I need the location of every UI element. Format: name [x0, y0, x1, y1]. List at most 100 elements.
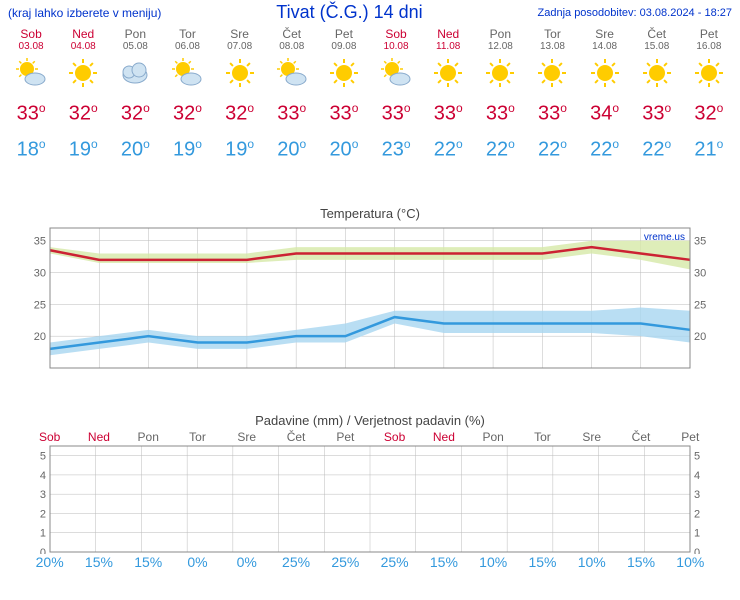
- precip-day-label: Čet: [271, 430, 320, 444]
- day-name: Tor: [161, 27, 213, 41]
- svg-text:25: 25: [34, 300, 46, 312]
- weather-icon: [474, 53, 526, 93]
- precip-day-label: Sre: [567, 430, 616, 444]
- weather-icon: [161, 53, 213, 93]
- svg-text:4: 4: [694, 470, 700, 482]
- day-name: Čet: [266, 27, 318, 41]
- precip-percent: 25%: [321, 554, 370, 570]
- weather-icon: [5, 53, 57, 93]
- weather-icon: [683, 53, 735, 93]
- temp-high: 32o: [109, 93, 161, 129]
- day-name: Ned: [422, 27, 474, 41]
- day-date: 11.08: [422, 41, 474, 53]
- precip-percent: 10%: [469, 554, 518, 570]
- svg-text:35: 35: [694, 236, 706, 248]
- precip-chart-title: Padavine (mm) / Verjetnost padavin (%): [0, 413, 740, 428]
- weather-icon: [57, 53, 109, 93]
- day-date: 13.08: [526, 41, 578, 53]
- weather-icon: [266, 53, 318, 93]
- temp-high: 32o: [214, 93, 266, 129]
- precip-percent: 10%: [567, 554, 616, 570]
- precip-day-label: Sre: [222, 430, 271, 444]
- day-name: Pet: [683, 27, 735, 41]
- day-date: 14.08: [579, 41, 631, 53]
- weather-icon: [109, 53, 161, 93]
- precip-percent: 15%: [518, 554, 567, 570]
- header: (kraj lahko izberete v meniju) Tivat (Č.…: [0, 0, 740, 25]
- svg-text:2: 2: [40, 509, 46, 521]
- temp-low: 22o: [474, 129, 526, 165]
- weather-icon: [526, 53, 578, 93]
- precip-day-label: Pet: [666, 430, 715, 444]
- precip-percent: 15%: [419, 554, 468, 570]
- day-name: Pon: [474, 27, 526, 41]
- temp-low: 23o: [370, 129, 422, 165]
- day-col: Čet15.0833o22o: [631, 25, 683, 166]
- precip-percent: 0%: [222, 554, 271, 570]
- weather-icon: [318, 53, 370, 93]
- precip-day-label: Ned: [74, 430, 123, 444]
- day-date: 05.08: [109, 41, 161, 53]
- svg-text:3: 3: [40, 489, 46, 501]
- day-date: 10.08: [370, 41, 422, 53]
- svg-text:5: 5: [40, 451, 46, 463]
- day-col: Sre07.0832o19o: [214, 25, 266, 166]
- svg-text:20: 20: [34, 331, 46, 343]
- day-col: Sob10.0833o23o: [370, 25, 422, 166]
- temp-low: 19o: [57, 129, 109, 165]
- forecast-table: Sob03.0833o18oNed04.0832o19oPon05.0832o2…: [0, 25, 740, 166]
- day-col: Tor06.0832o19o: [161, 25, 213, 166]
- temp-low: 20o: [109, 129, 161, 165]
- day-col: Pet09.08 33o20o: [318, 25, 370, 166]
- temp-low: 21o: [683, 129, 735, 165]
- temp-low: 18o: [5, 129, 57, 165]
- precip-percent: 0%: [173, 554, 222, 570]
- temp-low: 20o: [318, 129, 370, 165]
- precip-day-label: Sob: [370, 430, 419, 444]
- svg-text:5: 5: [694, 451, 700, 463]
- day-col: Ned04.0832o19o: [57, 25, 109, 166]
- day-date: 16.08: [683, 41, 735, 53]
- precip-day-label: Ned: [419, 430, 468, 444]
- day-col: Sob03.08 33o18o: [5, 25, 57, 166]
- precip-percent: 10%: [666, 554, 715, 570]
- precip-day-label: Čet: [616, 430, 665, 444]
- temp-high: 33o: [526, 93, 578, 129]
- svg-text:3: 3: [694, 489, 700, 501]
- day-date: 04.08: [57, 41, 109, 53]
- precip-percent: 20%: [25, 554, 74, 570]
- day-col: Pet16.0832o21o: [683, 25, 735, 166]
- svg-text:vreme.us: vreme.us: [644, 232, 685, 243]
- temp-low: 20o: [266, 129, 318, 165]
- temp-low: 22o: [526, 129, 578, 165]
- day-name: Sob: [5, 27, 57, 41]
- temp-high: 33o: [5, 93, 57, 129]
- precip-day-label: Tor: [518, 430, 567, 444]
- weather-icon: [579, 53, 631, 93]
- weather-icon: [214, 53, 266, 93]
- day-col: Pon05.0832o20o: [109, 25, 161, 166]
- precip-percent-row: 20%15%15%0%0%25%25%25%15%10%15%10%15%10%: [0, 554, 740, 570]
- day-name: Sre: [579, 27, 631, 41]
- svg-text:2: 2: [694, 509, 700, 521]
- temp-chart-title: Temperatura (°C): [0, 206, 740, 221]
- day-name: Pet: [318, 27, 370, 41]
- day-date: 09.08: [318, 41, 370, 53]
- weather-icon: [631, 53, 683, 93]
- menu-note: (kraj lahko izberete v meniju): [8, 6, 161, 20]
- svg-text:25: 25: [694, 300, 706, 312]
- temp-low: 22o: [631, 129, 683, 165]
- temp-chart: 2020252530303535vreme.us: [0, 223, 740, 373]
- precip-day-label: Pon: [124, 430, 173, 444]
- temp-high: 33o: [266, 93, 318, 129]
- temp-high: 32o: [161, 93, 213, 129]
- precip-day-label: Sob: [25, 430, 74, 444]
- temp-high: 33o: [474, 93, 526, 129]
- day-date: 07.08: [214, 41, 266, 53]
- precip-day-label: Tor: [173, 430, 222, 444]
- last-update: Zadnja posodobitev: 03.08.2024 - 18:27: [538, 7, 732, 19]
- temp-high: 33o: [318, 93, 370, 129]
- day-date: 03.08: [5, 41, 57, 53]
- precip-day-labels: SobNedPonTorSreČetPetSobNedPonTorSreČetP…: [0, 430, 740, 444]
- svg-text:20: 20: [694, 331, 706, 343]
